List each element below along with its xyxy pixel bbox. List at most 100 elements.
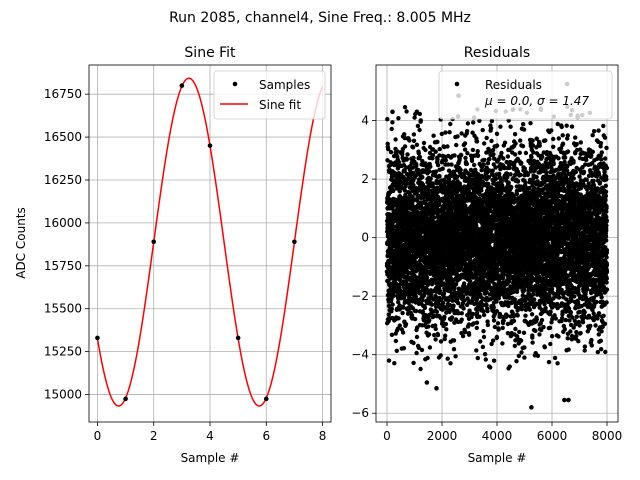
residual-point	[411, 360, 416, 366]
residual-point	[465, 151, 470, 156]
residual-point	[514, 359, 519, 364]
residual-point	[462, 298, 467, 303]
residual-point	[414, 334, 420, 340]
residual-point	[474, 310, 480, 315]
residual-point	[411, 182, 416, 188]
residual-point	[496, 327, 501, 332]
residual-point	[463, 155, 468, 161]
sine-fit-x-tick-label: 8	[319, 429, 327, 443]
residual-point	[443, 321, 449, 327]
residual-point	[452, 153, 457, 158]
residual-point	[427, 150, 433, 156]
residual-point	[491, 358, 497, 363]
residual-point	[411, 138, 417, 143]
sample-point	[235, 335, 241, 341]
residual-point	[441, 300, 446, 306]
residual-point	[435, 332, 441, 338]
residual-point	[401, 346, 407, 351]
residual-point	[499, 150, 504, 156]
residual-point	[436, 301, 441, 306]
residual-point	[488, 365, 493, 370]
residual-point	[402, 144, 408, 149]
residual-point	[417, 289, 423, 294]
sine-fit-panel: Sine Fit 0 2 4 6 815000152501550015750160001…	[14, 45, 332, 465]
residual-point	[418, 366, 423, 372]
sample-point	[95, 335, 100, 341]
residuals-title: Residuals	[464, 45, 530, 61]
residual-point	[402, 105, 408, 110]
residual-point	[396, 116, 401, 121]
residual-point	[430, 153, 436, 158]
legend-samples-marker	[232, 81, 238, 87]
residual-point	[489, 138, 494, 144]
residual-point	[404, 109, 409, 114]
residual-point	[425, 355, 430, 361]
residual-point	[405, 152, 410, 157]
residual-point	[423, 147, 428, 153]
residual-point	[434, 309, 439, 314]
residual-point	[397, 323, 402, 328]
residual-point	[482, 157, 487, 163]
residual-point	[483, 357, 488, 362]
residual-point	[501, 156, 506, 161]
residual-point	[422, 305, 428, 310]
residual-point	[481, 312, 487, 318]
sine-fit-y-tick-label: 16750	[44, 87, 82, 101]
residual-point	[412, 316, 418, 322]
residual-point	[420, 174, 425, 180]
residual-point	[433, 149, 438, 154]
residual-point	[515, 313, 520, 318]
residual-point	[518, 138, 523, 143]
residual-point	[459, 131, 464, 136]
residual-point	[438, 353, 443, 358]
residual-point	[396, 299, 401, 305]
sine-fit-y-tick-label: 15250	[44, 345, 82, 359]
residual-point	[413, 173, 419, 178]
residual-point	[481, 334, 487, 340]
sample-point	[123, 396, 128, 402]
residual-point	[485, 308, 490, 314]
sine-fit-x-tick-label: 2	[150, 429, 158, 443]
residual-point	[433, 169, 439, 174]
residual-point	[493, 176, 498, 182]
residual-point	[413, 294, 418, 299]
residual-point	[397, 194, 403, 199]
residual-point	[490, 338, 496, 343]
residual-point	[512, 297, 517, 302]
residual-point	[390, 302, 395, 307]
residual-point	[446, 162, 451, 167]
sample-point	[151, 239, 157, 245]
residual-point	[407, 138, 412, 143]
residual-point	[478, 339, 483, 344]
residual-point	[427, 318, 432, 323]
residual-point	[461, 281, 467, 286]
residual-point	[421, 140, 427, 146]
residual-point	[452, 286, 457, 291]
residual-point	[504, 313, 510, 318]
residual-point	[506, 180, 511, 185]
residual-point	[428, 176, 433, 181]
residual-point	[414, 163, 419, 168]
residual-point	[455, 134, 460, 139]
residual-point	[480, 344, 486, 350]
residual-point	[461, 249, 467, 254]
residual-point	[397, 189, 402, 194]
residual-point	[427, 169, 432, 174]
residual-point	[494, 131, 500, 136]
residual-point	[519, 350, 524, 355]
residual-point	[442, 314, 447, 320]
residual-point	[493, 165, 498, 170]
residual-point	[491, 305, 496, 310]
residual-point	[414, 260, 419, 265]
residual-point	[448, 121, 453, 127]
sine-fit-ylabel: ADC Counts	[14, 207, 28, 279]
residual-point	[480, 127, 485, 133]
residual-point	[462, 147, 468, 152]
residual-point	[512, 152, 518, 157]
residual-point	[388, 150, 394, 155]
residual-point	[393, 338, 399, 344]
residual-point	[442, 336, 447, 342]
residual-point	[435, 139, 440, 145]
residual-point	[474, 325, 479, 331]
sine-fit-y-tick-label: 15750	[44, 259, 82, 273]
